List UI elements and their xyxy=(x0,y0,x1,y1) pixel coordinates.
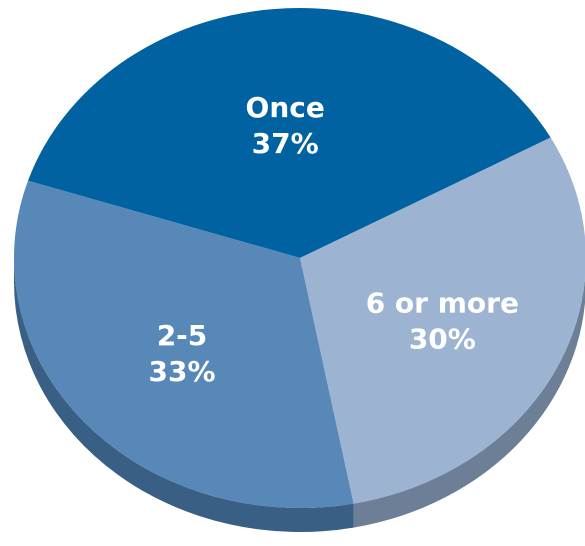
slice-label-once: Once xyxy=(246,91,325,124)
slice-label-2-5: 2-5 xyxy=(157,319,208,352)
pie-depth-layer xyxy=(14,258,585,533)
pie-slice-2-5 xyxy=(13,180,354,508)
slice-value-2-5: 33% xyxy=(148,355,215,388)
pie-slice-6-or-more xyxy=(300,137,585,504)
pie-slices-layer xyxy=(13,8,585,508)
slice-label-6-or-more: 6 or more xyxy=(366,287,519,320)
slice-value-once: 37% xyxy=(252,127,319,160)
pie-slice-once xyxy=(27,8,551,259)
pie-side-6-or-more xyxy=(353,278,585,528)
slice-value-6-or-more: 30% xyxy=(409,323,476,356)
